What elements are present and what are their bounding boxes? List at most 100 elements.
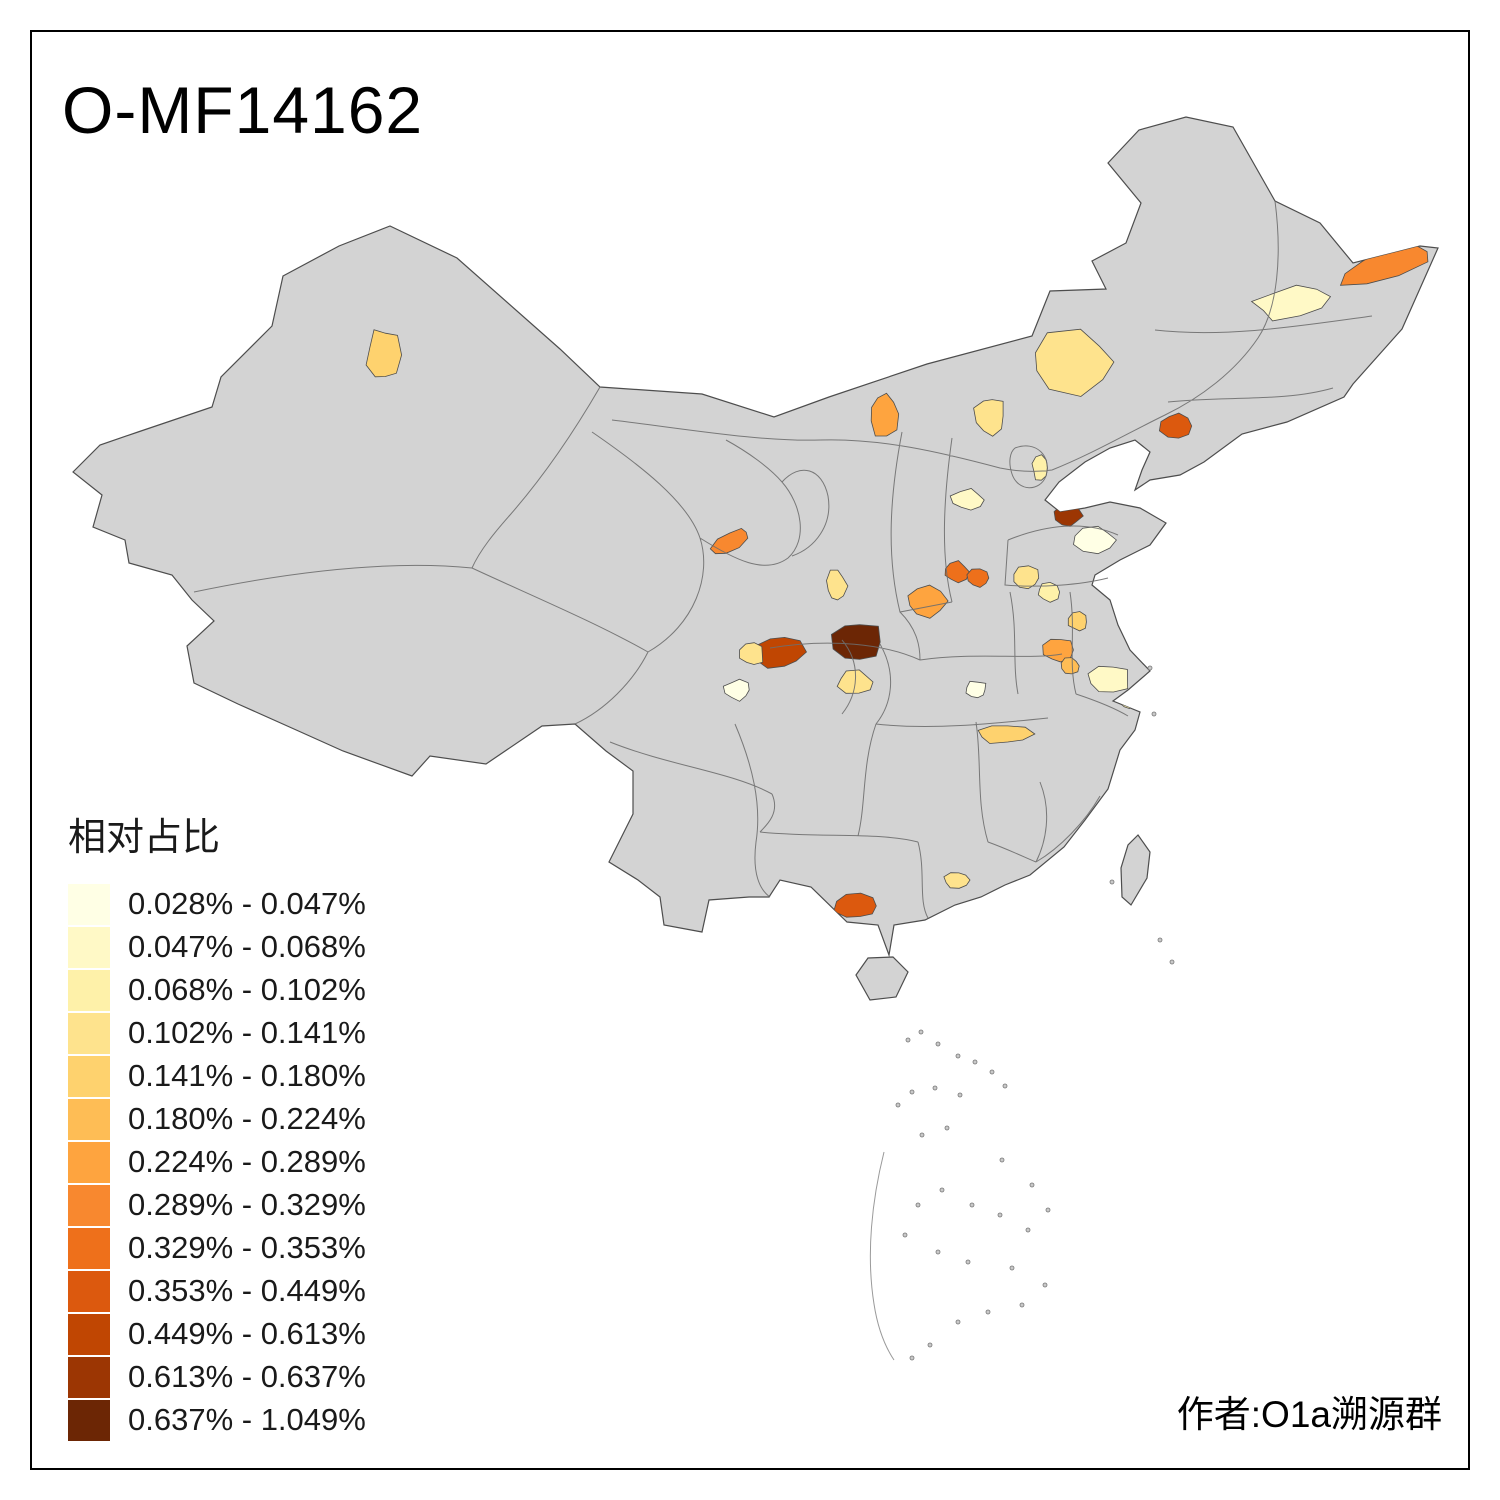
choropleth-region — [870, 392, 900, 437]
sea-island-dot — [909, 1355, 915, 1361]
legend-swatch — [68, 1227, 110, 1269]
legend-title: 相对占比 — [68, 817, 221, 859]
choropleth-region — [833, 892, 877, 918]
choropleth-region — [1087, 665, 1129, 693]
choropleth-region — [943, 872, 971, 889]
sea-island-dot — [965, 1259, 971, 1265]
sea-island-dot — [1147, 665, 1153, 671]
province-borders — [193, 200, 1373, 919]
sea-island-dot — [935, 1249, 941, 1255]
choropleth-regions — [365, 245, 1429, 918]
choropleth-region — [944, 560, 970, 584]
legend-swatch — [68, 1098, 110, 1140]
sea-island-dot — [989, 1069, 995, 1075]
choropleth-region — [709, 527, 749, 555]
sea-island-dot — [895, 1102, 901, 1108]
sea-island-dot — [969, 1202, 975, 1208]
legend-label: 0.289% - 0.329% — [128, 1187, 366, 1222]
legend-item: 0.353% - 0.449% — [68, 1270, 366, 1312]
legend-swatch — [68, 1141, 110, 1183]
sea-island-dot — [1109, 879, 1115, 885]
legend-item: 0.613% - 0.637% — [68, 1356, 366, 1398]
legend-item: 0.224% - 0.289% — [68, 1141, 366, 1183]
legend-swatch — [68, 1012, 110, 1054]
sea-island-dot — [1029, 1182, 1035, 1188]
sea-island-dot — [919, 1132, 925, 1138]
legend-swatch — [68, 1055, 110, 1097]
sea-island-dot — [957, 1092, 963, 1098]
sea-island-dot — [902, 1232, 908, 1238]
legend-label: 0.329% - 0.353% — [128, 1230, 366, 1265]
legend-swatch — [68, 969, 110, 1011]
sea-island-dot — [999, 1157, 1005, 1163]
legend-item: 0.068% - 0.102% — [68, 969, 366, 1011]
choropleth-region — [1037, 581, 1061, 603]
legend-item: 0.637% - 1.049% — [68, 1399, 366, 1441]
sea-island-dot — [955, 1053, 961, 1059]
legend-item: 0.028% - 0.047% — [68, 883, 366, 925]
choropleth-region — [1060, 657, 1080, 675]
sea-island-dot — [972, 1059, 978, 1065]
legend-label: 0.180% - 0.224% — [128, 1101, 366, 1136]
legend-label: 0.224% - 0.289% — [128, 1144, 366, 1179]
legend-swatch — [68, 1313, 110, 1355]
legend-item: 0.047% - 0.068% — [68, 926, 366, 968]
legend-swatch — [68, 1270, 110, 1312]
choropleth-region — [965, 680, 987, 699]
legend-swatch — [68, 1184, 110, 1226]
legend-swatch — [68, 1356, 110, 1398]
sea-island-dot — [1157, 937, 1163, 943]
legend-label: 0.613% - 0.637% — [128, 1359, 366, 1394]
choropleth-region — [1034, 328, 1115, 397]
legend-items: 0.028% - 0.047% 0.047% - 0.068% 0.068% - 0… — [68, 883, 366, 1441]
sea-island-dot — [935, 1041, 941, 1047]
choropleth-region — [949, 488, 985, 511]
taiwan-island — [1120, 834, 1151, 906]
sea-island-dot — [1009, 1265, 1015, 1271]
sea-island-dot — [909, 1089, 915, 1095]
choropleth-region — [722, 678, 750, 702]
choropleth-region — [1031, 454, 1048, 481]
legend-swatch — [68, 926, 110, 968]
sea-island-dot — [1019, 1302, 1025, 1308]
legend-swatch — [68, 883, 110, 925]
sea-island-dot — [905, 1037, 911, 1043]
choropleth-region — [966, 568, 990, 588]
sea-island-dot — [1025, 1227, 1031, 1233]
coast-arc — [869, 1151, 895, 1361]
sea-island-dot — [955, 1319, 961, 1325]
sea-island-dot — [944, 1125, 950, 1131]
attribution: 作者:O1a溯源群 — [1176, 1394, 1442, 1435]
choropleth-region — [973, 399, 1004, 437]
sea-island-dot — [1042, 1282, 1048, 1288]
legend-label: 0.353% - 0.449% — [128, 1273, 366, 1308]
choropleth-region — [826, 569, 849, 601]
sea-island-dot — [985, 1309, 991, 1315]
page-title: O-MF14162 — [62, 73, 424, 147]
sea-island-dot — [1002, 1083, 1008, 1089]
sea-island-dot — [1169, 959, 1175, 965]
choropleth-region — [365, 329, 403, 378]
legend-swatch — [68, 1399, 110, 1441]
sea-island-dot — [927, 1342, 933, 1348]
legend-item: 0.289% - 0.329% — [68, 1184, 366, 1226]
sea-island-dot — [918, 1029, 924, 1035]
legend-label: 0.102% - 0.141% — [128, 1015, 366, 1050]
choropleth-region — [830, 624, 881, 660]
legend-label: 0.637% - 1.049% — [128, 1402, 366, 1437]
sea-island-dot — [1151, 711, 1157, 717]
sea-islands — [895, 665, 1175, 1361]
choropleth-region — [1250, 284, 1332, 322]
legend-item: 0.449% - 0.613% — [68, 1313, 366, 1355]
legend-item: 0.102% - 0.141% — [68, 1012, 366, 1054]
sea-island-dot — [939, 1187, 945, 1193]
legend-label: 0.068% - 0.102% — [128, 972, 366, 1007]
choropleth-region — [977, 725, 1036, 744]
hainan-island — [855, 956, 909, 1001]
legend-label: 0.028% - 0.047% — [128, 886, 366, 921]
legend-item: 0.180% - 0.224% — [68, 1098, 366, 1140]
mainland-outline — [72, 116, 1439, 958]
sea-island-dot — [932, 1085, 938, 1091]
legend: 相对占比 0.028% - 0.047% 0.047% - 0.068% 0.068… — [68, 806, 366, 1442]
